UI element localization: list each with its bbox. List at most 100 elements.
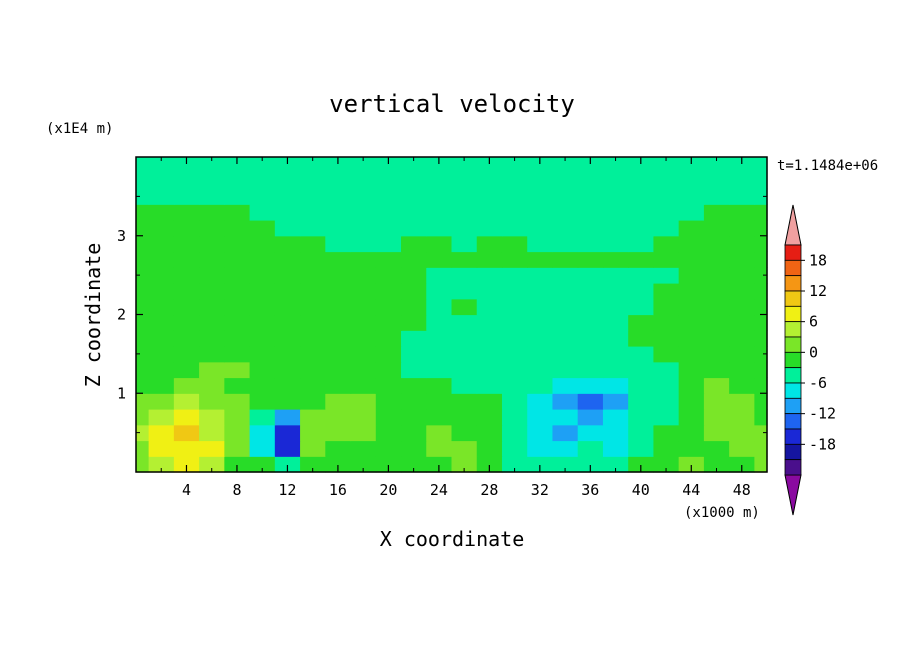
field-cell [628, 409, 655, 426]
field-cell [401, 204, 427, 221]
field-cell [501, 172, 528, 190]
x-tick-label: 8 [232, 481, 241, 499]
x-tick-label: 44 [682, 481, 700, 499]
field-cell [300, 204, 326, 221]
field-cell [274, 440, 301, 457]
field-cell [426, 283, 453, 300]
colorbar-tick-label: 6 [809, 313, 818, 331]
colorbar-swatch [784, 244, 802, 261]
field-cell [426, 157, 453, 174]
field-cell [325, 157, 352, 174]
field-cell [300, 298, 326, 316]
field-cell [173, 361, 200, 379]
field-cell [173, 346, 200, 363]
field-cell [729, 377, 755, 394]
field-cell [350, 456, 377, 473]
field-cell [653, 424, 680, 442]
field-cell [325, 361, 352, 379]
field-cell [729, 283, 755, 300]
field-cell [628, 424, 655, 442]
field-layer [136, 157, 768, 473]
field-cell [628, 157, 655, 174]
field-cell [148, 377, 175, 394]
field-cell [501, 314, 528, 331]
colorbar-swatch [784, 305, 802, 323]
field-cell [703, 377, 730, 394]
field-cell [602, 188, 629, 205]
field-cell [703, 251, 730, 268]
field-cell [274, 298, 301, 316]
field-cell [224, 157, 251, 174]
field-cell [476, 220, 503, 237]
field-cell [628, 314, 655, 331]
field-cell [678, 298, 705, 316]
field-cell [678, 204, 705, 221]
field-cell [527, 346, 554, 363]
field-cell [199, 267, 225, 284]
field-cell [249, 346, 276, 363]
field-cell [350, 204, 377, 221]
field-cell [602, 157, 629, 174]
field-cell [552, 424, 579, 442]
field-cell [476, 267, 503, 284]
field-cell [476, 361, 503, 379]
field-cell [173, 456, 200, 473]
field-cell [577, 267, 604, 284]
field-cell [375, 361, 402, 379]
field-cell [136, 188, 150, 205]
field-cell [426, 251, 453, 268]
field-cell [577, 283, 604, 300]
field-cell [300, 361, 326, 379]
field-cell [476, 157, 503, 174]
field-cell [501, 409, 528, 426]
field-cell [678, 220, 705, 237]
field-cell [602, 267, 629, 284]
field-cell [577, 346, 604, 363]
field-cell [729, 361, 755, 379]
field-cell [375, 330, 402, 347]
field-cell [148, 235, 175, 253]
field-cell [628, 440, 655, 457]
field-cell [136, 361, 150, 379]
field-cell [199, 188, 225, 205]
field-cell [148, 393, 175, 410]
field-cell [136, 456, 150, 473]
field-cell [552, 456, 579, 473]
field-cell [401, 220, 427, 237]
field-cell [703, 172, 730, 190]
field-cell [274, 283, 301, 300]
field-cell [653, 456, 680, 473]
field-cell [754, 283, 768, 300]
field-cell [451, 314, 478, 331]
field-cell [401, 172, 427, 190]
field-cell [552, 377, 579, 394]
field-cell [476, 330, 503, 347]
field-cell [451, 220, 478, 237]
field-cell [148, 251, 175, 268]
field-cell [476, 456, 503, 473]
field-cell [350, 330, 377, 347]
field-cell [401, 361, 427, 379]
field-cell [350, 267, 377, 284]
field-cell [703, 298, 730, 316]
field-cell [300, 440, 326, 457]
field-cell [148, 330, 175, 347]
field-cell [375, 346, 402, 363]
field-cell [476, 204, 503, 221]
field-cell [401, 188, 427, 205]
field-cell [350, 251, 377, 268]
field-cell [602, 424, 629, 442]
field-cell [401, 424, 427, 442]
field-cell [754, 172, 768, 190]
field-cell [426, 188, 453, 205]
field-cell [300, 157, 326, 174]
field-cell [476, 346, 503, 363]
field-cell [577, 251, 604, 268]
field-cell [754, 377, 768, 394]
field-cell [653, 330, 680, 347]
colorbar: 18 12 6 0 -6 -12 -18 [784, 204, 836, 516]
field-cell [527, 157, 554, 174]
field-cell [628, 235, 655, 253]
field-cell [577, 409, 604, 426]
field-cell [274, 220, 301, 237]
